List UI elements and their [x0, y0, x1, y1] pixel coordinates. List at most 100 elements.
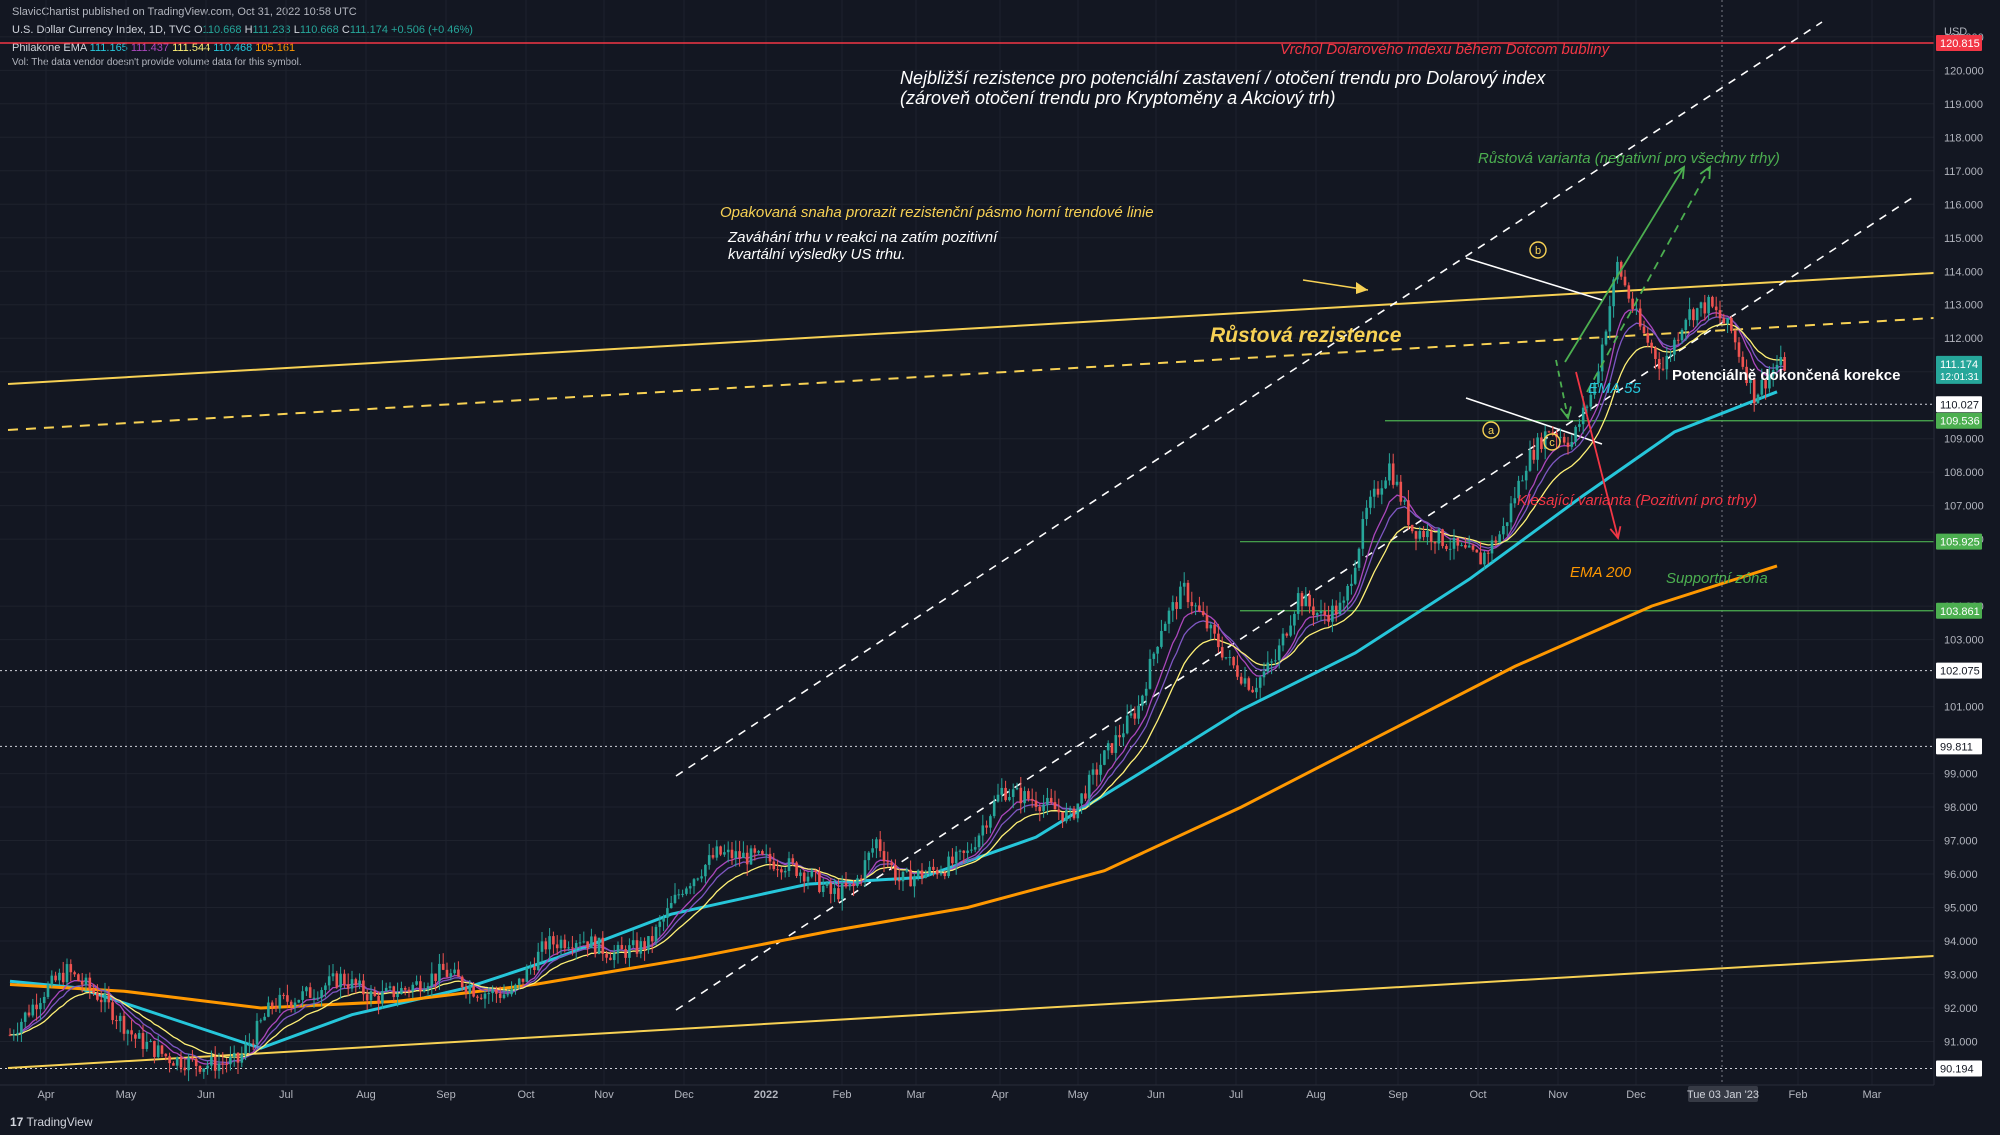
candle-body [111, 1002, 114, 1021]
ema-legend[interactable]: Philakone EMA 111.165 111.437 111.544 11… [12, 42, 295, 54]
candle-body [1505, 522, 1509, 527]
candle-body [787, 858, 791, 871]
candle-body [1262, 671, 1266, 678]
dotcom-peak-label: Vrchol Dolarového indexu během Dotcom bu… [1280, 41, 1611, 58]
candle-body [210, 1056, 213, 1066]
candle-body [426, 986, 430, 990]
candle-body [1768, 375, 1771, 389]
candle-body [1528, 449, 1532, 471]
candle-body [495, 989, 498, 994]
candle-body [1448, 548, 1452, 550]
candle-body [1133, 713, 1137, 719]
candle-body [932, 866, 935, 870]
candle-body [80, 980, 84, 985]
tradingview-footer[interactable]: 17 TradingView [10, 1115, 93, 1129]
price-tick-label: 101.000 [1944, 702, 1984, 714]
time-tick-label: Dec [674, 1089, 694, 1101]
candle-body [1198, 605, 1201, 611]
tradingview-logo-icon: 17 [10, 1115, 24, 1129]
candle-body [122, 1015, 126, 1034]
horizontal-levels [0, 42, 1934, 1069]
candle-body [46, 984, 50, 997]
candle-body [1407, 500, 1410, 525]
candle-body [1182, 582, 1186, 587]
candle-body [479, 997, 483, 999]
candle-body [1296, 593, 1300, 614]
time-tick-label: Oct [1469, 1089, 1486, 1101]
price-label-bg [1936, 602, 1982, 619]
chart-grid [0, 0, 1934, 1085]
candle-body [498, 993, 502, 998]
candle-body [1148, 658, 1152, 689]
candle-body [305, 987, 308, 992]
candle-body [1095, 769, 1099, 775]
candle-body [1125, 715, 1129, 734]
candle-body [1205, 615, 1209, 629]
candle-body [1608, 306, 1612, 332]
candle-body [1023, 791, 1026, 804]
candle-body [1209, 624, 1213, 629]
ema-55-line [9, 390, 1778, 1050]
candle-body [1122, 733, 1125, 738]
nearest-resistance-label-1: Nejbližší rezistence pro potenciální zas… [900, 68, 1546, 88]
candle-body [559, 939, 563, 949]
attempt-pointer-head [1356, 282, 1368, 294]
candle-body [472, 986, 475, 997]
candle-body [1490, 540, 1494, 554]
bull-arrow [1564, 166, 1685, 363]
candle-body [859, 878, 863, 880]
candle-body [992, 801, 996, 817]
candle-body [552, 936, 555, 945]
candle-body [825, 883, 829, 886]
ohlc-low: 110.668 [299, 24, 339, 36]
candle-body [1422, 531, 1425, 538]
price-tick-label: 107.000 [1944, 501, 1984, 513]
candle-body [130, 1030, 133, 1035]
candle-body [715, 846, 719, 858]
candle-body [1581, 407, 1585, 425]
price-tick-label: 93.000 [1944, 969, 1978, 981]
wave-b-marker [1529, 241, 1547, 259]
candle-body [1384, 480, 1387, 489]
candle-body [696, 878, 700, 880]
candle-body [818, 872, 821, 893]
candle-body [168, 1056, 171, 1064]
candle-body [749, 848, 753, 865]
time-tick-label: Jul [1229, 1089, 1243, 1101]
hesitation-label-1: Zaváhání trhu v reakci na zatím pozitivn… [727, 229, 999, 246]
candle-body [1141, 695, 1144, 706]
candle-body [1042, 804, 1045, 812]
candle-body [12, 1034, 16, 1036]
candle-body [460, 976, 464, 987]
candle-body [1460, 545, 1463, 547]
candle-body [943, 872, 947, 877]
crosshair-date-label: Tue 03 Jan '23 [1687, 1089, 1759, 1101]
candle-body [502, 994, 506, 998]
candle-body [1711, 296, 1714, 307]
candle-body [1680, 329, 1684, 341]
ema-200-label: EMA 200 [1570, 564, 1632, 581]
price-tick-label: 114.000 [1944, 266, 1983, 278]
candle-body [1011, 789, 1015, 797]
time-tick-label: Mar [1863, 1089, 1882, 1101]
candle-body [1369, 496, 1372, 508]
candle-body [1707, 296, 1710, 314]
candle-body [251, 1043, 255, 1045]
candle-body [654, 926, 658, 942]
symbol-legend[interactable]: U.S. Dollar Currency Index, 1D, TVC O110… [12, 24, 473, 36]
candle-body [320, 989, 323, 998]
candle-body [69, 964, 73, 973]
candle-body [1479, 552, 1482, 565]
candle-body [1627, 285, 1631, 299]
candle-body [1232, 657, 1235, 666]
time-tick-label: Dec [1626, 1089, 1646, 1101]
candle-body [1201, 610, 1205, 616]
candle-body [1604, 331, 1608, 345]
candle-body [1654, 347, 1657, 359]
candle-body [704, 864, 707, 877]
candle-body [1293, 613, 1296, 626]
wave-a-marker-label: a [1488, 425, 1495, 437]
candle-body [1661, 368, 1665, 370]
candle-body [768, 853, 772, 862]
